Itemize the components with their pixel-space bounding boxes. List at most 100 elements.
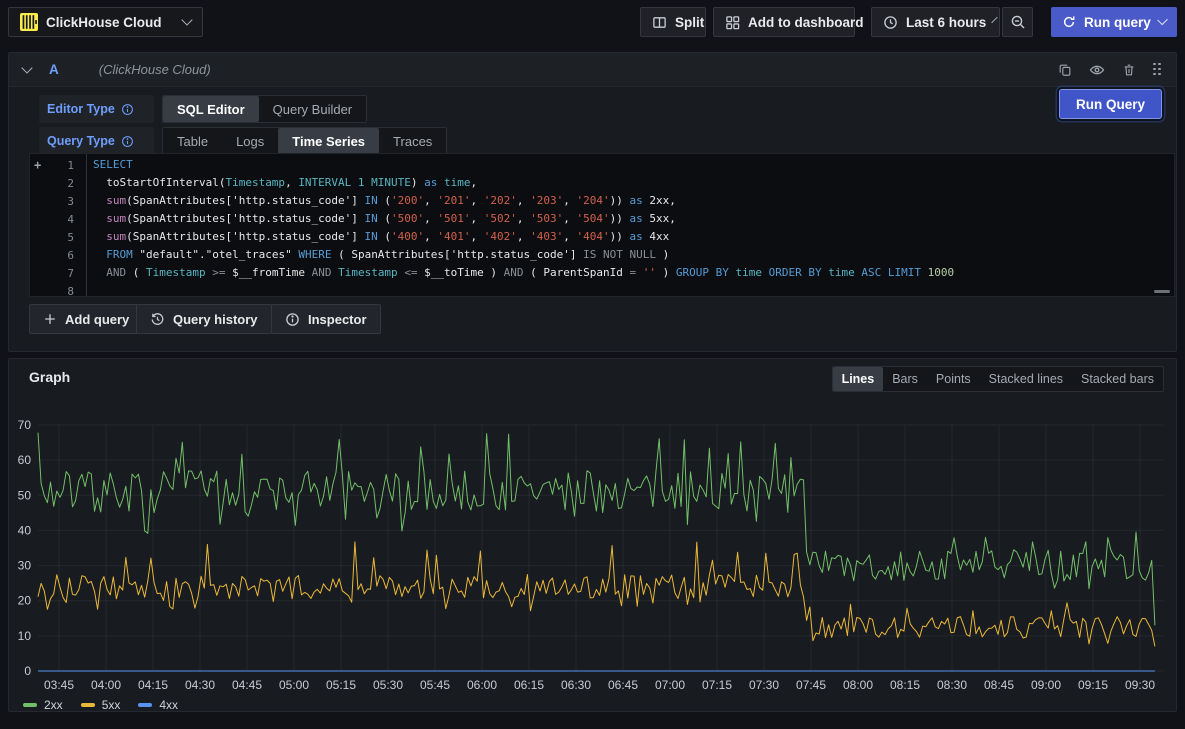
gutter-line-4: 4 <box>30 210 86 228</box>
gutter-line-7: 7 <box>30 264 86 282</box>
option-bars[interactable]: Bars <box>892 372 918 386</box>
gutter-line-1: +1 <box>30 156 86 174</box>
sql-line-8[interactable] <box>93 282 1174 296</box>
option-sql-editor[interactable]: SQL Editor <box>163 96 259 122</box>
x-tick-label: 05:30 <box>373 678 403 692</box>
clickhouse-logo-icon <box>20 13 38 31</box>
x-tick-label: 08:15 <box>890 678 920 692</box>
split-button[interactable]: Split <box>640 7 706 37</box>
add-to-dashboard-button[interactable]: Add to dashboard <box>713 7 864 37</box>
chart-svg[interactable]: 0 10 20 30 40 50 60 70 03:45 04:00 04:15 04:30 04:45… <box>9 396 1178 696</box>
top-bar: ClickHouse Cloud Split Add to dashboard … <box>0 0 1185 44</box>
zoom-out-button[interactable] <box>1002 7 1033 37</box>
x-tick-label: 04:00 <box>91 678 121 692</box>
editor-type-row: Editor Type SQL Editor Query Builder <box>39 95 368 123</box>
info-circle-icon[interactable] <box>121 135 134 148</box>
add-to-dashboard-label: Add to dashboard <box>748 14 864 30</box>
x-tick-label: 08:45 <box>984 678 1014 692</box>
editor-type-label: Editor Type <box>39 95 154 123</box>
query-datasource-hint: (ClickHouse Cloud) <box>98 62 211 77</box>
x-tick-label: 08:30 <box>937 678 967 692</box>
x-tick-label: 06:45 <box>608 678 638 692</box>
series-line-5xx <box>37 541 1156 647</box>
y-tick-label: 40 <box>18 523 32 537</box>
graph-panel-title: Graph <box>29 369 71 385</box>
datasource-name: ClickHouse Cloud <box>46 14 162 30</box>
sql-code-area[interactable]: SELECT toStartOfInterval(Timestamp, INTE… <box>86 154 1174 296</box>
eye-icon[interactable] <box>1089 62 1105 78</box>
trash-icon[interactable] <box>1122 63 1136 77</box>
sql-editor-gutter: +1 2 3 4 5 6 7 8 <box>30 154 86 298</box>
x-tick-label: 06:15 <box>514 678 544 692</box>
gutter-line-2: 2 <box>30 174 86 192</box>
option-logs[interactable]: Logs <box>236 133 265 149</box>
clock-icon <box>883 15 898 30</box>
x-tick-label: 04:30 <box>185 678 215 692</box>
duplicate-icon[interactable] <box>1058 63 1072 77</box>
sql-line-7[interactable]: AND ( Timestamp >= $__fromTime AND Times… <box>106 266 955 279</box>
chevron-down-icon <box>181 14 193 26</box>
query-history-button[interactable]: Query history <box>136 304 272 334</box>
legend-item-4xx[interactable]: 4xx <box>138 698 178 712</box>
run-query-toolbar-button[interactable]: Run query <box>1051 7 1177 37</box>
add-query-button[interactable]: Add query <box>29 304 144 334</box>
sql-line-5[interactable]: sum(SpanAttributes['http.status_code'] I… <box>106 230 670 243</box>
sql-line-6[interactable]: FROM "default"."otel_traces" WHERE ( Spa… <box>106 248 670 261</box>
chart-legend: 2xx 5xx 4xx <box>23 698 178 712</box>
option-stacked-bars[interactable]: Stacked bars <box>1081 372 1154 386</box>
dashboard-grid-icon <box>725 15 740 30</box>
run-query-button[interactable]: Run Query <box>1058 89 1162 119</box>
legend-marker <box>23 703 37 707</box>
line-number: 1 <box>67 158 74 172</box>
split-label: Split <box>675 14 705 30</box>
editor-type-toggle: SQL Editor Query Builder <box>162 95 368 123</box>
sql-line-4[interactable]: sum(SpanAttributes['http.status_code'] I… <box>106 212 676 225</box>
option-stacked-lines[interactable]: Stacked lines <box>988 372 1064 386</box>
editor-scrollbar-nub[interactable] <box>1154 290 1170 293</box>
x-tick-label: 03:45 <box>44 678 74 692</box>
option-lines[interactable]: Lines <box>832 367 884 391</box>
time-range-label: Last 6 hours <box>906 14 987 30</box>
x-tick-label: 06:00 <box>467 678 497 692</box>
query-ref-id: A <box>49 62 59 77</box>
x-tick-label: 09:15 <box>1078 678 1108 692</box>
query-type-row: Query Type Table Logs Time Series Traces <box>39 127 448 155</box>
x-tick-label: 07:00 <box>655 678 685 692</box>
time-range-picker[interactable]: Last 6 hours <box>871 7 1000 37</box>
line-number: 5 <box>67 230 74 244</box>
drag-handle-icon[interactable] <box>1153 62 1162 77</box>
x-tick-label: 05:00 <box>279 678 309 692</box>
sql-line-3[interactable]: sum(SpanAttributes['http.status_code'] I… <box>106 194 676 207</box>
gutter-line-8: 8 <box>30 282 86 300</box>
sql-line-1[interactable]: SELECT <box>93 158 133 171</box>
x-tick-label: 07:45 <box>796 678 826 692</box>
option-traces[interactable]: Traces <box>393 133 433 149</box>
query-row-header[interactable]: A (ClickHouse Cloud) <box>9 53 1176 87</box>
line-number: 2 <box>67 176 74 190</box>
info-circle-icon[interactable] <box>121 103 134 116</box>
zoom-out-icon <box>1010 14 1026 30</box>
y-tick-label: 30 <box>18 559 32 573</box>
option-table[interactable]: Table <box>177 133 209 149</box>
inspector-button[interactable]: Inspector <box>271 304 381 334</box>
sql-editor[interactable]: +1 2 3 4 5 6 7 8 SELECT toStartOfInterval(Times… <box>29 153 1175 298</box>
refresh-icon <box>1062 15 1076 29</box>
collapse-chevron-icon[interactable] <box>21 61 33 74</box>
run-query-toolbar-label: Run query <box>1084 14 1151 30</box>
legend-item-2xx[interactable]: 2xx <box>23 698 63 712</box>
datasource-picker[interactable]: ClickHouse Cloud <box>8 7 203 37</box>
chevron-down-icon <box>991 16 998 24</box>
gutter-line-5: 5 <box>30 228 86 246</box>
x-tick-label: 07:30 <box>749 678 779 692</box>
option-points[interactable]: Points <box>935 372 971 386</box>
plus-icon <box>45 314 55 324</box>
y-tick-label: 60 <box>18 453 32 467</box>
legend-label: 4xx <box>159 698 179 712</box>
y-tick-label: 0 <box>24 664 31 678</box>
query-type-label: Query Type <box>39 127 154 155</box>
option-query-builder[interactable]: Query Builder <box>272 101 353 117</box>
option-time-series[interactable]: Time Series <box>278 128 380 154</box>
legend-item-5xx[interactable]: 5xx <box>80 698 120 712</box>
sql-line-2[interactable]: toStartOfInterval(Timestamp, INTERVAL 1 … <box>93 176 478 189</box>
